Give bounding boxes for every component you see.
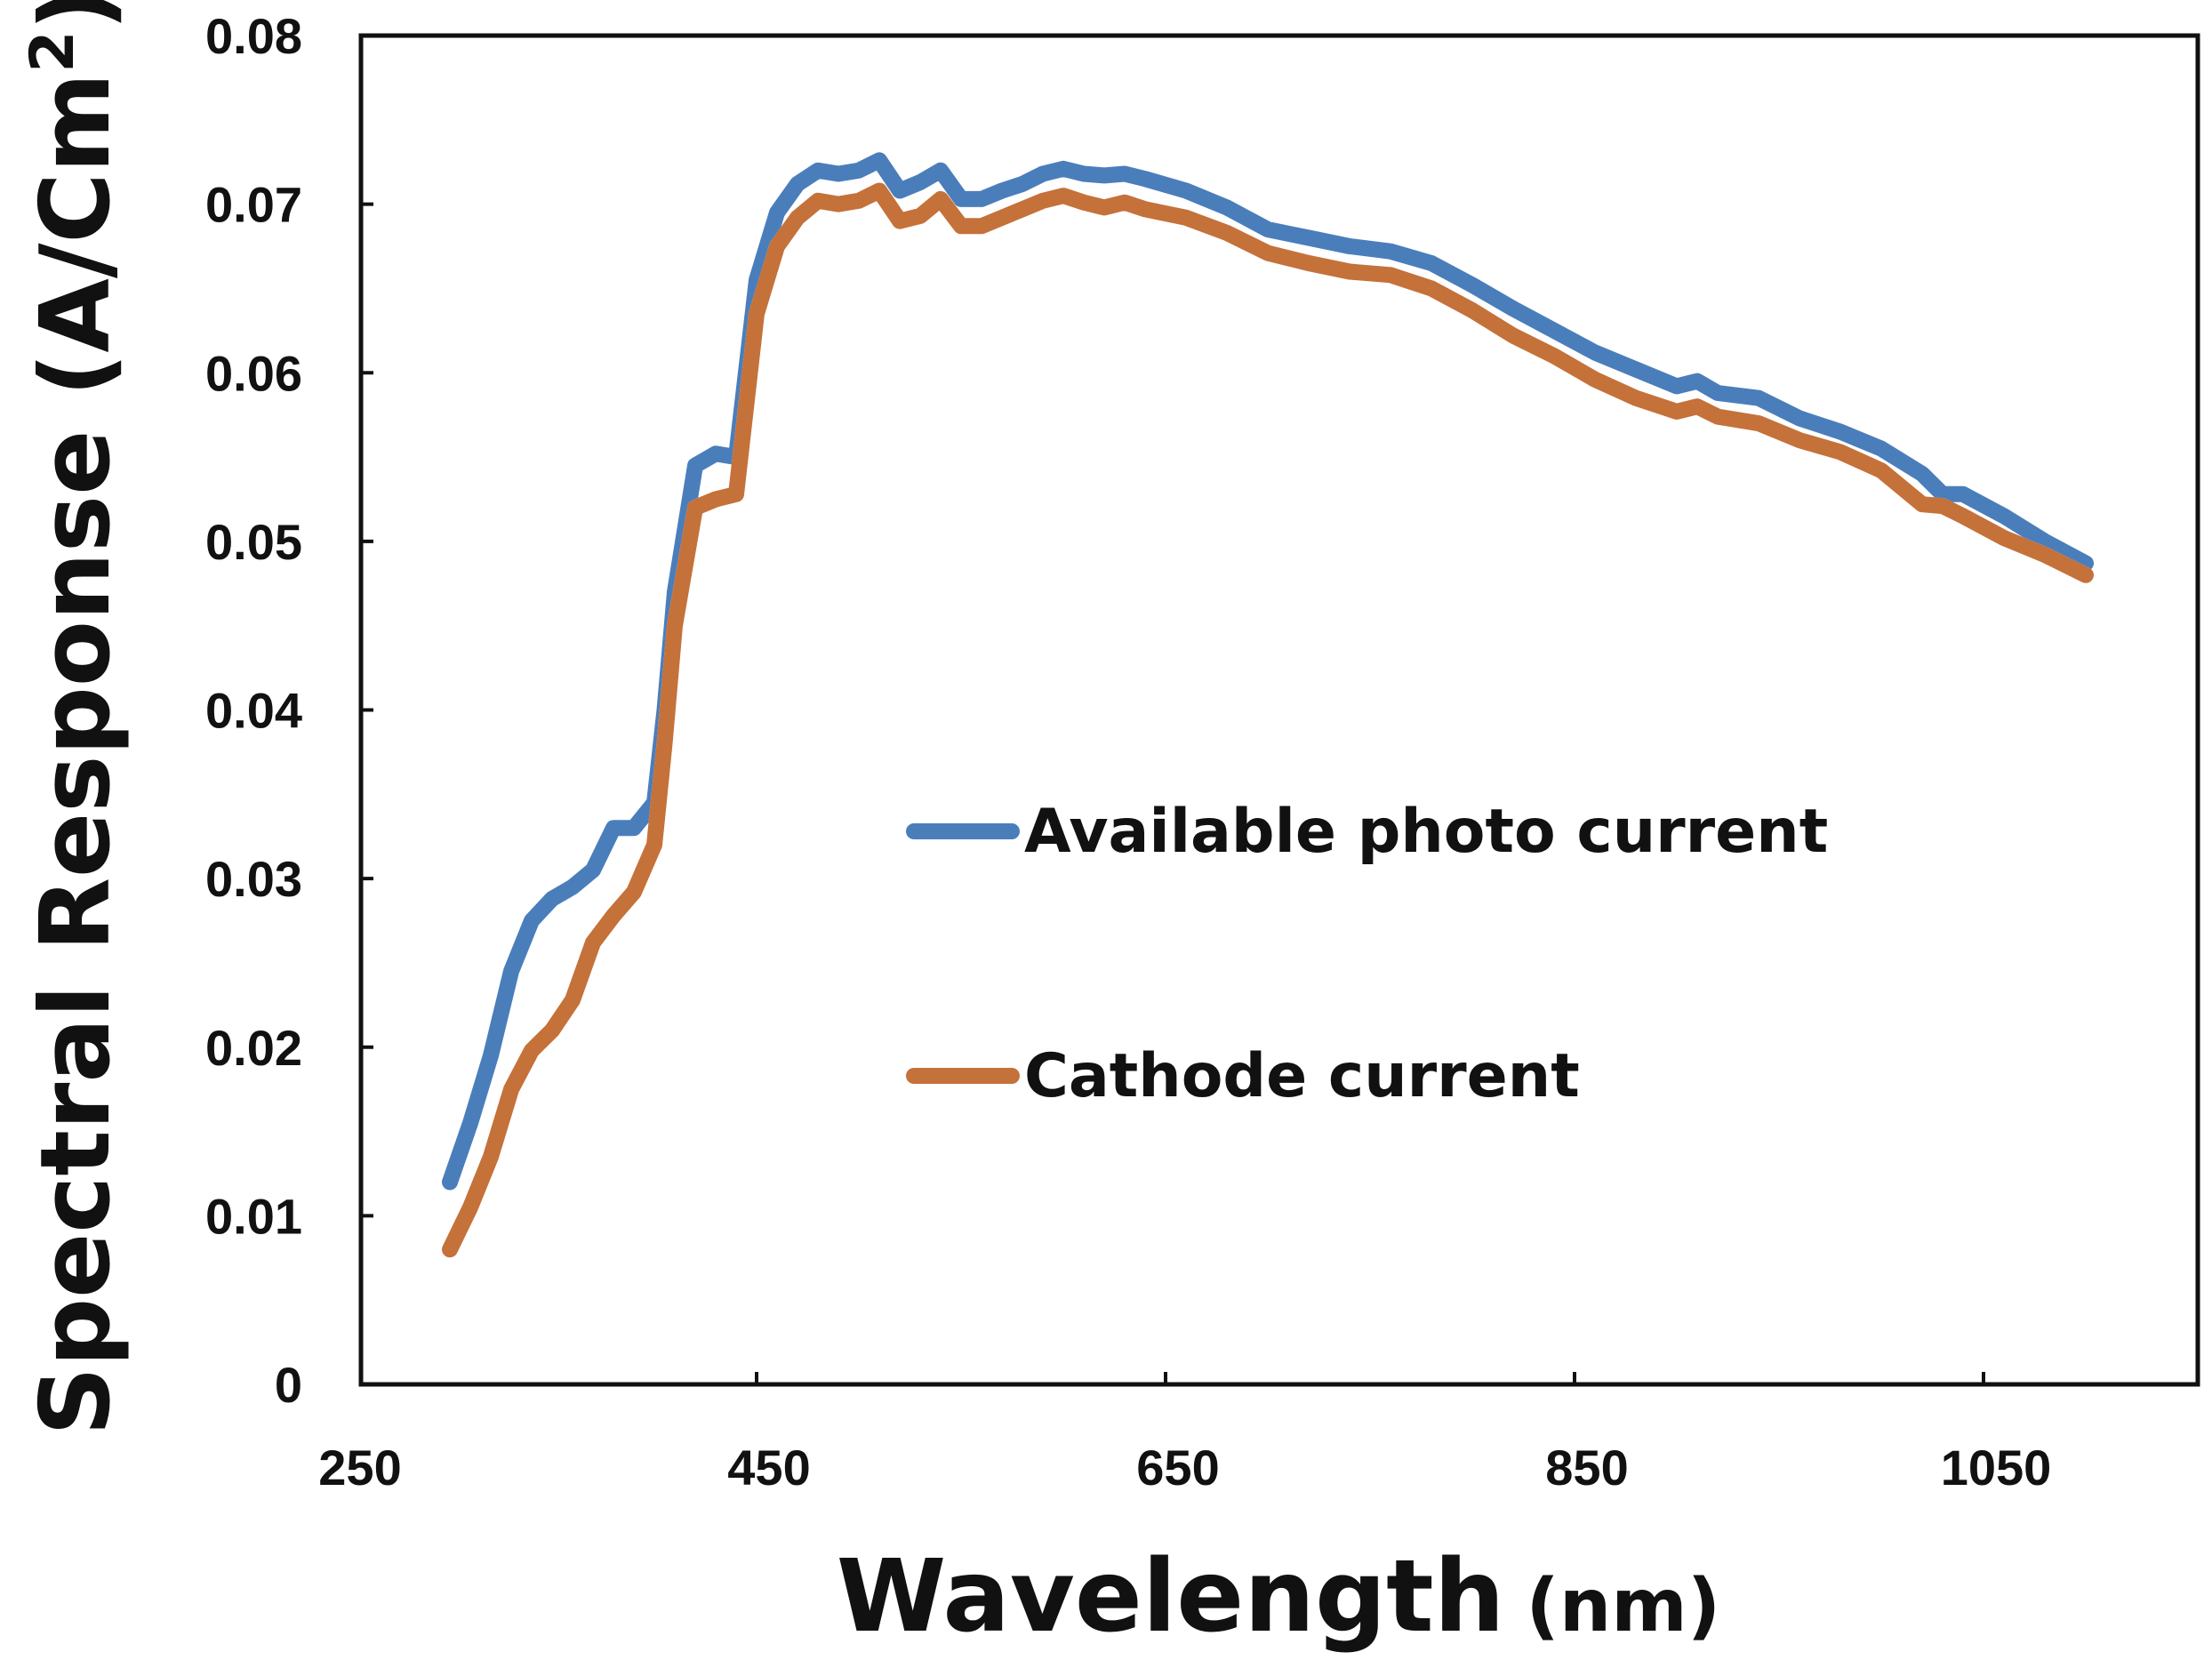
- y-tick-label: 0.06: [205, 345, 302, 401]
- x-axis-title: Wavelength (nm): [837, 1539, 1720, 1655]
- y-tick-label: 0.04: [205, 683, 302, 739]
- series-line-cathode-current: [442, 182, 2094, 1258]
- y-axis-ticks: 0 0.01 0.02 0.03 0.04 0.05 0.06 0.07 0.08: [205, 8, 373, 1413]
- legend-label-available-photo-current: Available photo current: [1024, 797, 1828, 867]
- y-axis-title: Spectral Response (A/Cm2): [18, 0, 132, 1436]
- x-tick-label: 450: [727, 1439, 810, 1496]
- x-tick-label: 650: [1136, 1439, 1219, 1496]
- x-tick-label: 850: [1545, 1439, 1628, 1496]
- y-tick-label: 0.05: [205, 514, 302, 570]
- y-tick-label: 0.01: [205, 1188, 302, 1244]
- x-axis-ticks: 250 450 650 850 1050: [318, 1372, 2051, 1496]
- x-tick-label: 1050: [1941, 1439, 2052, 1496]
- y-tick-label: 0.02: [205, 1020, 302, 1076]
- legend-label-cathode-current: Cathode current: [1024, 1041, 1580, 1111]
- legend: Available photo current Cathode current: [902, 797, 1828, 1111]
- y-tick-label: 0.03: [205, 851, 302, 907]
- series-lines: [442, 152, 2094, 1258]
- y-tick-label: 0.07: [205, 177, 302, 233]
- x-tick-label: 250: [318, 1439, 401, 1496]
- y-tick-label: 0: [275, 1357, 302, 1413]
- y-tick-label: 0.08: [205, 8, 302, 64]
